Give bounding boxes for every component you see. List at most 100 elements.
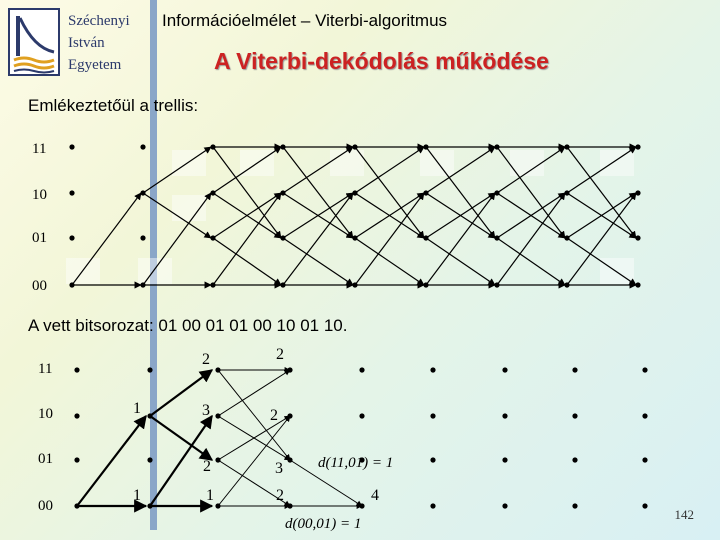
trellis1-edge-4-00-10 bbox=[354, 192, 425, 286]
trellis1-edge-5-11-01 bbox=[425, 146, 496, 239]
trellis1-node-1-10 bbox=[140, 190, 146, 196]
trellis2-node-6-10 bbox=[502, 413, 508, 419]
trellis2-node-6-01 bbox=[502, 457, 508, 463]
trellis1-edge-6-10-11 bbox=[496, 146, 566, 194]
trellis2-node-6-11 bbox=[502, 367, 508, 373]
vertical-divider bbox=[150, 0, 157, 530]
trellis2-node-8-10 bbox=[642, 413, 648, 419]
trellis1-edge-7-01-00 bbox=[566, 237, 637, 286]
trellis2-label-11: 11 bbox=[38, 361, 52, 377]
trellis1-edge-1-10-01 bbox=[142, 192, 212, 239]
trellis2-node-4-10 bbox=[359, 413, 365, 419]
trellis2-node-3-01 bbox=[287, 457, 293, 463]
trellis2-label-00: 00 bbox=[38, 498, 53, 514]
trellis1-edge-2-01-00 bbox=[212, 237, 282, 286]
trellis1-node-8-10 bbox=[635, 190, 641, 196]
trellis1-node-6-00 bbox=[494, 282, 500, 288]
distance-formula-2: d(00,01) = 1 bbox=[285, 516, 361, 532]
trellis1-edge-7-10-01 bbox=[566, 192, 637, 239]
metric-10-t2: 1 bbox=[133, 400, 141, 417]
trellis1-edge-5-10-11 bbox=[425, 146, 496, 194]
trellis1-node-3-01 bbox=[280, 235, 286, 241]
trellis1-node-7-00 bbox=[564, 282, 570, 288]
metric-10-t4: 2 bbox=[270, 407, 278, 424]
trellis1-node-1-01 bbox=[140, 235, 146, 241]
university-line-1: Széchenyi bbox=[68, 13, 130, 29]
trellis2-node-2-00 bbox=[215, 503, 221, 509]
edge-01-00-s3 bbox=[217, 459, 291, 507]
trellis1-edge-4-10-11 bbox=[354, 146, 425, 194]
metric-00-t4: 2 bbox=[276, 487, 284, 504]
trellis1-edge-6-01-00 bbox=[496, 237, 566, 286]
trellis1-node-8-01 bbox=[635, 235, 641, 241]
trellis1-node-6-01 bbox=[494, 235, 500, 241]
received-bits-text: A vett bitsorozat: 01 00 01 01 00 10 01 … bbox=[28, 316, 348, 335]
trellis1-edge-4-11-01 bbox=[354, 146, 425, 239]
metric-00-t3: 1 bbox=[206, 487, 214, 504]
trellis1-node-0-10 bbox=[69, 190, 75, 196]
trellis1-node-8-11 bbox=[635, 144, 641, 150]
metric-11-t4: 2 bbox=[276, 346, 284, 363]
trellis1-edge-3-10-11 bbox=[282, 146, 354, 194]
trellis1-node-4-00 bbox=[352, 282, 358, 288]
trellis1-nodes bbox=[69, 144, 641, 288]
edge-01-10-s3 bbox=[217, 415, 291, 461]
edge-01-00-s4 bbox=[289, 459, 363, 507]
trellis2-label-01: 01 bbox=[38, 451, 53, 467]
distance-formula-1: d(11,01) = 1 bbox=[318, 455, 393, 471]
trellis1-edges bbox=[71, 143, 637, 289]
university-line-3: Egyetem bbox=[68, 57, 122, 73]
trellis2-node-2-10 bbox=[215, 413, 221, 419]
trellis1-node-5-10 bbox=[423, 190, 429, 196]
trellis2-node-1-00 bbox=[147, 503, 153, 509]
trellis1-label-01: 01 bbox=[32, 230, 47, 246]
trellis1-node-6-11 bbox=[494, 144, 500, 150]
reminder-text: Emlékeztetőül a trellis: bbox=[28, 96, 199, 115]
trellis1-edge-7-00-10 bbox=[566, 192, 637, 286]
trellis1-edge-2-10-11 bbox=[212, 146, 282, 194]
trellis2-node-4-00 bbox=[359, 503, 365, 509]
university-name: Széchenyi István Egyetem bbox=[68, 10, 130, 76]
trellis1-node-3-10 bbox=[280, 190, 286, 196]
trellis1-edge-3-10-01 bbox=[282, 192, 354, 239]
edge-10-11-s2 bbox=[149, 369, 214, 417]
trellis2-node-6-00 bbox=[502, 503, 508, 509]
trellis1-node-4-10 bbox=[352, 190, 358, 196]
trellis2-node-5-00 bbox=[430, 503, 436, 509]
trellis1-node-8-00 bbox=[635, 282, 641, 288]
trellis1-edge-2-00-10 bbox=[212, 192, 282, 286]
trellis1-edge-6-11-01 bbox=[496, 146, 566, 239]
trellis2-node-1-10 bbox=[147, 413, 153, 419]
trellis1-edge-5-01-00 bbox=[425, 237, 496, 286]
edge-00-10-s1 bbox=[76, 414, 147, 507]
trellis1-edge-3-00-10 bbox=[282, 192, 354, 286]
trellis2-node-8-00 bbox=[642, 503, 648, 509]
trellis1-node-5-00 bbox=[423, 282, 429, 288]
trellis1-edge-1-10-11 bbox=[142, 146, 212, 194]
trellis1-node-1-00 bbox=[140, 282, 146, 288]
trellis1-node-7-10 bbox=[564, 190, 570, 196]
trellis2-nodes bbox=[74, 367, 648, 509]
trellis1-node-7-01 bbox=[564, 235, 570, 241]
trellis2-node-3-10 bbox=[287, 413, 293, 419]
trellis2-edges bbox=[76, 367, 363, 513]
trellis1-node-2-01 bbox=[210, 235, 216, 241]
trellis2-node-8-01 bbox=[642, 457, 648, 463]
metric-11-t3: 2 bbox=[202, 351, 210, 368]
trellis1-edge-6-00-10 bbox=[496, 192, 566, 286]
trellis1-node-6-10 bbox=[494, 190, 500, 196]
trellis1-node-4-01 bbox=[352, 235, 358, 241]
trellis1-node-3-00 bbox=[280, 282, 286, 288]
trellis2-node-8-11 bbox=[642, 367, 648, 373]
course-title: Információelmélet – Viterbi-algoritmus bbox=[162, 11, 448, 30]
trellis2-node-2-11 bbox=[215, 367, 221, 373]
trellis1-label-11: 11 bbox=[32, 141, 46, 157]
trellis2-node-4-11 bbox=[359, 367, 365, 373]
slide-title: A Viterbi-dekódolás működése bbox=[214, 48, 549, 74]
trellis2-node-0-01 bbox=[74, 457, 80, 463]
edge-10-01-s2 bbox=[149, 415, 214, 461]
metric-01-t3: 2 bbox=[203, 458, 211, 475]
trellis1-node-0-11 bbox=[69, 144, 75, 150]
trellis1-edge-4-01-00 bbox=[354, 237, 425, 286]
